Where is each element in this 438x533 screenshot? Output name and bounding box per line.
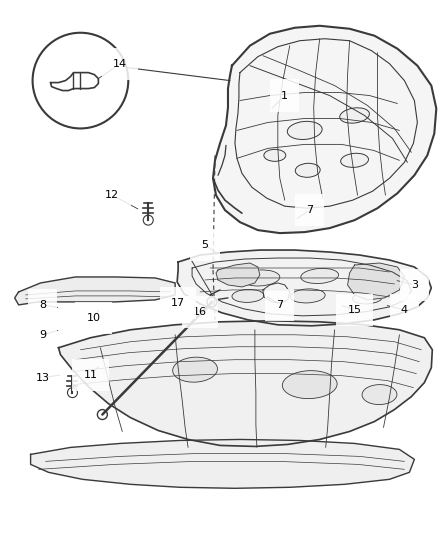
Polygon shape: [14, 277, 175, 305]
Text: 16: 16: [193, 307, 207, 317]
Text: 8: 8: [39, 300, 46, 310]
Ellipse shape: [290, 289, 325, 303]
Text: 5: 5: [201, 240, 208, 250]
Polygon shape: [177, 250, 431, 326]
Text: 7: 7: [305, 205, 313, 215]
Text: 3: 3: [410, 280, 417, 290]
Ellipse shape: [287, 122, 321, 140]
Ellipse shape: [282, 370, 336, 399]
Ellipse shape: [240, 270, 279, 286]
Ellipse shape: [352, 292, 381, 304]
Ellipse shape: [361, 385, 396, 405]
Polygon shape: [58, 321, 431, 447]
Ellipse shape: [172, 357, 217, 382]
Ellipse shape: [339, 108, 368, 123]
Text: 17: 17: [171, 298, 185, 308]
Text: 10: 10: [86, 313, 100, 323]
Ellipse shape: [362, 271, 392, 285]
Text: 7: 7: [276, 300, 283, 310]
Text: 14: 14: [113, 59, 127, 69]
Polygon shape: [31, 439, 413, 488]
Ellipse shape: [340, 154, 367, 167]
Text: 11: 11: [83, 370, 97, 379]
Ellipse shape: [231, 289, 263, 302]
Polygon shape: [212, 26, 435, 233]
Polygon shape: [215, 263, 259, 287]
Polygon shape: [347, 263, 403, 300]
Text: 4: 4: [400, 305, 407, 315]
Text: 15: 15: [347, 305, 361, 315]
Text: 9: 9: [39, 330, 46, 340]
Text: 13: 13: [35, 373, 49, 383]
Ellipse shape: [300, 269, 338, 284]
Ellipse shape: [295, 163, 319, 177]
Ellipse shape: [263, 149, 285, 161]
Text: 1: 1: [281, 91, 288, 101]
Text: 12: 12: [105, 190, 119, 200]
